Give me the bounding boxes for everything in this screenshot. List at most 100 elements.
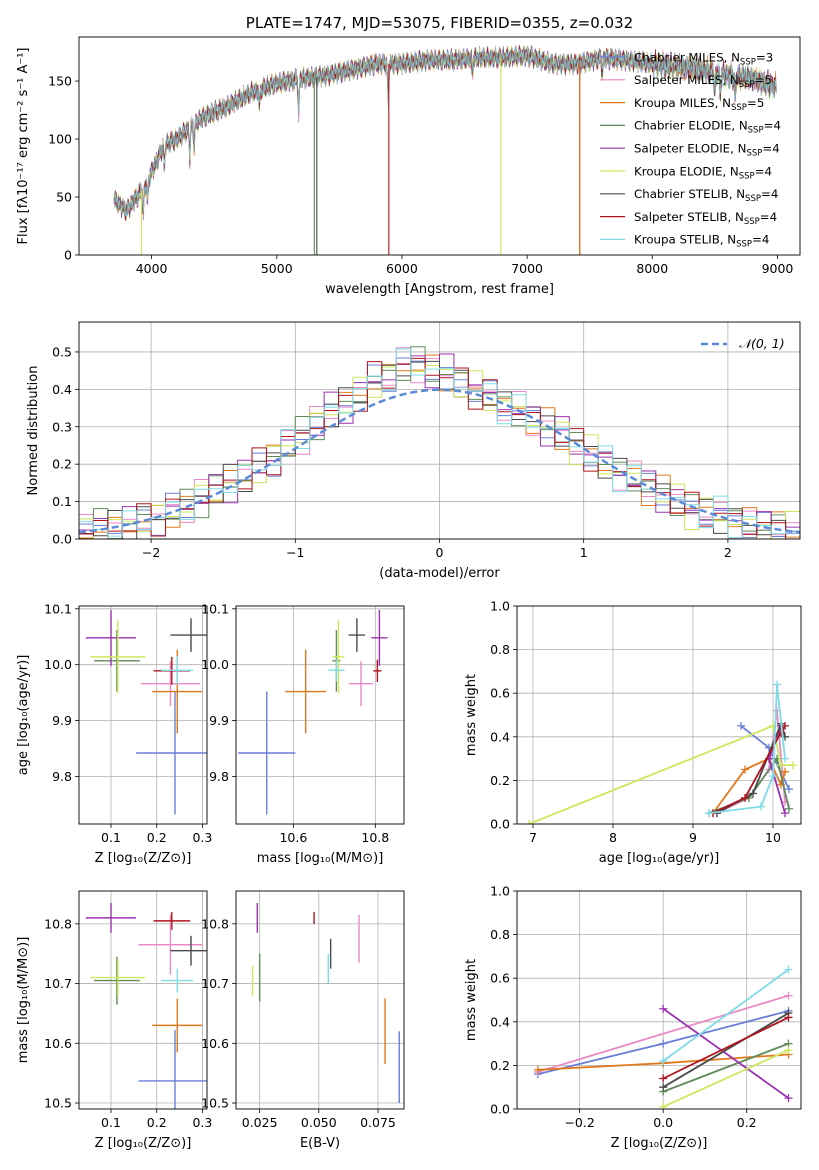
y-tick-label: 10.7 bbox=[44, 976, 72, 991]
x-tick-label: 0.025 bbox=[242, 1115, 278, 1130]
gaussian-curve bbox=[79, 388, 800, 534]
legend-n-prefix: N bbox=[735, 210, 744, 224]
chart-title: PLATE=1747, MJD=53075, FIBERID=0355, z=0… bbox=[246, 14, 633, 32]
y-tick-label: 10.8 bbox=[44, 916, 72, 931]
y-tick-label: 0.5 bbox=[52, 344, 72, 359]
legend-n-prefix: N bbox=[730, 73, 739, 87]
x-tick-label: 0.2 bbox=[737, 1115, 757, 1130]
legend-model-name: Salpeter STELIB bbox=[634, 210, 728, 224]
residuals-frame bbox=[78, 321, 801, 540]
errorbar-point bbox=[94, 630, 140, 692]
y-tick-label: 9.9 bbox=[209, 713, 229, 728]
legend-entry: Kroupa ELODIE, NSSP=4 bbox=[634, 164, 772, 181]
errorbar-point bbox=[348, 661, 374, 707]
legend-equals: = bbox=[755, 164, 765, 178]
x-tick-label: 9 bbox=[689, 830, 697, 845]
plus-marker bbox=[741, 793, 749, 802]
plus-marker bbox=[533, 1065, 542, 1074]
x-tick-label: 0.1 bbox=[101, 830, 121, 845]
y-tick-label: 1.0 bbox=[490, 884, 510, 899]
legend-entry: Salpeter MILES, NSSP=5 bbox=[634, 73, 772, 90]
errorbar-point bbox=[85, 902, 137, 933]
x-tick-label: 7 bbox=[529, 830, 537, 845]
plus-marker bbox=[705, 809, 713, 818]
y-tick-label: 10.5 bbox=[44, 1096, 72, 1111]
legend-separator: , bbox=[724, 50, 732, 64]
legend-model-name: Chabrier MILES bbox=[634, 50, 724, 64]
y-tick-label: 50 bbox=[56, 190, 72, 205]
y-tick-label: 10.8 bbox=[201, 916, 229, 931]
x-axis-label: (data-model)/error bbox=[379, 566, 500, 581]
legend-count: 4 bbox=[772, 142, 780, 156]
mass_vs_Z-points bbox=[85, 902, 207, 1109]
legend-equals: = bbox=[764, 119, 774, 133]
errorbar-point bbox=[138, 914, 203, 975]
x-tick-label: 0.2 bbox=[147, 830, 167, 845]
legend-entry: Chabrier MILES, NSSP=3 bbox=[634, 50, 773, 67]
legend-count: 4 bbox=[773, 119, 781, 133]
legend-model-name: Salpeter ELODIE bbox=[634, 142, 730, 156]
legend-n-prefix: N bbox=[730, 164, 739, 178]
x-tick-label: 0.2 bbox=[147, 1115, 167, 1130]
legend-n-prefix: N bbox=[722, 96, 731, 110]
y-tick-label: 0.2 bbox=[52, 457, 72, 472]
errorbar-point bbox=[138, 1030, 207, 1109]
legend-model-name: Kroupa ELODIE bbox=[634, 164, 722, 178]
y-tick-label: 100 bbox=[48, 132, 72, 147]
errorbar-point bbox=[285, 649, 327, 734]
x-axis-label: Z [log₁₀(Z/Z⊙)] bbox=[611, 1136, 708, 1151]
spectrum-lines bbox=[113, 44, 777, 255]
legend-separator: , bbox=[729, 187, 737, 201]
y-tick-label: 10.6 bbox=[44, 1036, 72, 1051]
y-axis-label: age [log₁₀(age/yr)] bbox=[16, 655, 31, 776]
errorbar-point bbox=[371, 609, 388, 666]
plus-marker bbox=[784, 1046, 793, 1055]
errorbar-point bbox=[348, 618, 366, 652]
legend-separator: , bbox=[720, 233, 728, 247]
plus-marker bbox=[784, 1013, 793, 1022]
legend-equals: = bbox=[756, 50, 766, 64]
weight_vs_Z-lines bbox=[533, 965, 793, 1109]
errorbar-point bbox=[170, 935, 207, 966]
plus-marker bbox=[784, 965, 793, 974]
errorbar-point bbox=[140, 661, 201, 707]
x-axis-label: E(B-V) bbox=[300, 1136, 340, 1151]
age_vs_Z-frame bbox=[78, 605, 208, 825]
y-tick-label: 0.0 bbox=[52, 532, 72, 547]
legend-entry: Salpeter STELIB, NSSP=4 bbox=[634, 210, 777, 227]
gaussian-legend-label: 𝒩(0, 1) bbox=[739, 336, 785, 351]
weight-line-kroupa-stelib bbox=[662, 968, 790, 1062]
x-tick-label: 0.3 bbox=[192, 830, 212, 845]
legend-model-name: Salpeter MILES bbox=[634, 73, 722, 87]
errorbar-point bbox=[152, 998, 203, 1053]
residuals-axes: −2 −1 0 1 2 0.0 0.1 0.2 0.3 0.4 0.5 (data-model)/er… bbox=[26, 322, 800, 581]
errorbar-point bbox=[136, 691, 207, 815]
x-tick-label: 6000 bbox=[386, 261, 418, 276]
x-tick-label: 0.075 bbox=[360, 1115, 396, 1130]
weight-line-salpeter-miles bbox=[537, 994, 789, 1073]
errorbar-point bbox=[153, 911, 191, 930]
x-tick-label: 0.3 bbox=[192, 1115, 212, 1130]
plus-marker bbox=[785, 804, 793, 813]
y-tick-label: 10.7 bbox=[201, 976, 229, 991]
age_vs_mass-frame bbox=[235, 605, 405, 825]
x-tick-label: 0.1 bbox=[101, 1115, 121, 1130]
y-tick-label: 0.0 bbox=[490, 817, 510, 832]
y-axis-label: Normed distribution bbox=[26, 366, 41, 496]
y-tick-label: 0.4 bbox=[490, 729, 510, 744]
plus-marker bbox=[781, 767, 789, 776]
errorbar-point bbox=[170, 618, 207, 652]
plus-marker bbox=[784, 991, 793, 1000]
weight_vs_age-frame bbox=[516, 605, 802, 825]
legend-equals: = bbox=[761, 187, 771, 201]
x-tick-label: 0.050 bbox=[301, 1115, 337, 1130]
y-tick-label: 0.4 bbox=[490, 1014, 510, 1029]
y-tick-label: 0.2 bbox=[490, 1058, 510, 1073]
legend-n-prefix: N bbox=[727, 233, 736, 247]
x-axis-label: Z [log₁₀(Z/Z⊙)] bbox=[95, 1136, 192, 1151]
legend-subscript: SSP bbox=[740, 57, 756, 67]
x-tick-label: 8 bbox=[609, 830, 617, 845]
plus-marker bbox=[659, 1057, 668, 1066]
weight-line-salpeter-stelib bbox=[712, 725, 786, 814]
legend-separator: , bbox=[715, 96, 723, 110]
